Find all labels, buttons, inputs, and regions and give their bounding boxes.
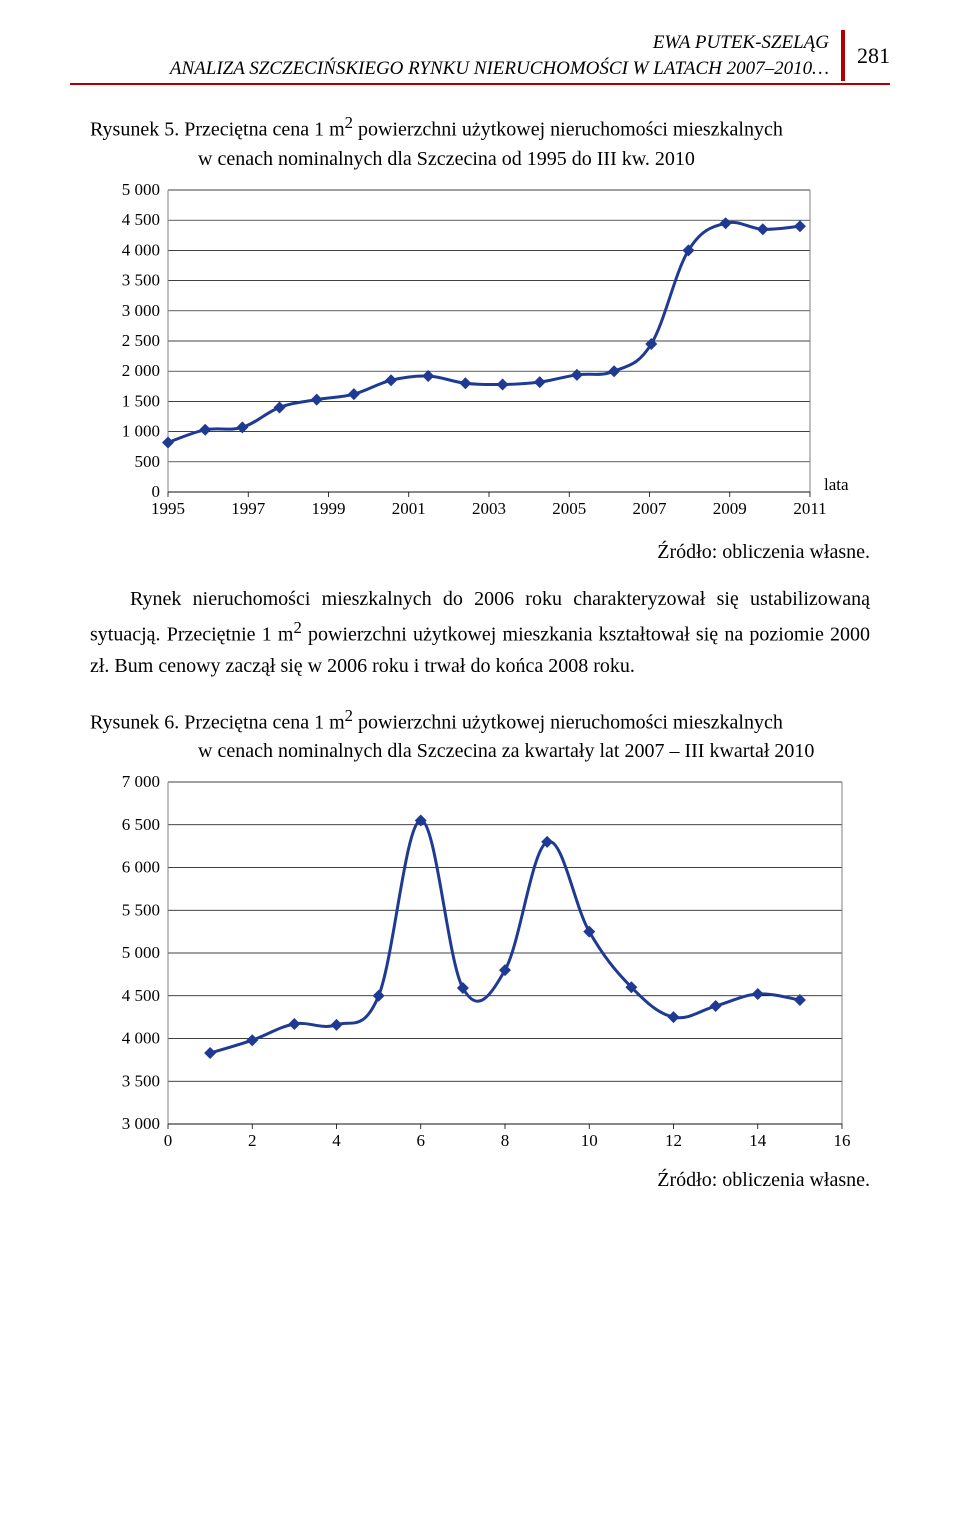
svg-text:8: 8 bbox=[501, 1131, 510, 1150]
svg-text:5 000: 5 000 bbox=[122, 182, 160, 199]
figure6-label-a: Rysunek 6. Przeciętna cena 1 m bbox=[90, 711, 345, 733]
svg-text:4 500: 4 500 bbox=[122, 210, 160, 229]
svg-text:2007: 2007 bbox=[633, 499, 668, 518]
figure5-label-a: Rysunek 5. Przeciętna cena 1 m bbox=[90, 119, 345, 141]
svg-text:1 500: 1 500 bbox=[122, 391, 160, 410]
figure6-label-line2: w cenach nominalnych dla Szczecina za kw… bbox=[90, 737, 870, 766]
svg-text:12: 12 bbox=[665, 1131, 682, 1150]
svg-text:1995: 1995 bbox=[151, 499, 185, 518]
svg-text:2: 2 bbox=[248, 1131, 257, 1150]
para-sup: 2 bbox=[293, 618, 301, 637]
figure5-source: Źródło: obliczenia własne. bbox=[90, 541, 870, 564]
svg-text:1997: 1997 bbox=[231, 499, 266, 518]
page-number: 281 bbox=[857, 43, 890, 69]
svg-text:3 000: 3 000 bbox=[122, 301, 160, 320]
figure5-chart: 05001 0001 5002 0002 5003 0003 5004 0004… bbox=[100, 182, 860, 527]
figure6-sup: 2 bbox=[345, 706, 353, 725]
svg-text:0: 0 bbox=[164, 1131, 173, 1150]
chart1-svg: 05001 0001 5002 0002 5003 0003 5004 0004… bbox=[100, 182, 860, 522]
page-header: EWA PUTEK-SZELĄG ANALIZA SZCZECIŃSKIEGO … bbox=[70, 30, 890, 85]
svg-text:3 500: 3 500 bbox=[122, 1072, 160, 1091]
svg-text:2009: 2009 bbox=[713, 499, 747, 518]
figure6-label-b: powierzchni użytkowej nieruchomości mies… bbox=[353, 711, 783, 733]
svg-text:2003: 2003 bbox=[472, 499, 506, 518]
figure5-sup: 2 bbox=[345, 113, 353, 132]
figure6-caption: Rysunek 6. Przeciętna cena 1 m2 powierzc… bbox=[90, 704, 870, 767]
svg-text:3 500: 3 500 bbox=[122, 271, 160, 290]
svg-text:6: 6 bbox=[417, 1131, 426, 1150]
svg-text:10: 10 bbox=[581, 1131, 598, 1150]
figure5-label-b: powierzchni użytkowej nieruchomości mies… bbox=[353, 119, 783, 141]
svg-text:500: 500 bbox=[135, 452, 161, 471]
svg-text:1 000: 1 000 bbox=[122, 422, 160, 441]
svg-text:lata: lata bbox=[824, 475, 849, 494]
figure5-label-line2: w cenach nominalnych dla Szczecina od 19… bbox=[90, 145, 870, 174]
chart2-svg: 3 000 3 500 4 000 4 500 5 000 5 500 6 000 6 500… bbox=[100, 774, 860, 1154]
svg-text:2001: 2001 bbox=[392, 499, 426, 518]
header-inner: EWA PUTEK-SZELĄG ANALIZA SZCZECIŃSKIEGO … bbox=[170, 30, 845, 81]
svg-text:4 500: 4 500 bbox=[122, 986, 160, 1005]
svg-text:6 000: 6 000 bbox=[122, 858, 160, 877]
svg-text:4: 4 bbox=[332, 1131, 341, 1150]
svg-text:7 000: 7 000 bbox=[122, 774, 160, 791]
svg-text:3 000: 3 000 bbox=[122, 1114, 160, 1133]
svg-text:5 500: 5 500 bbox=[122, 901, 160, 920]
figure6-source: Źródło: obliczenia własne. bbox=[90, 1169, 870, 1192]
header-title: ANALIZA SZCZECIŃSKIEGO RYNKU NIERUCHOMOŚ… bbox=[170, 56, 829, 82]
figure6-chart: 3 000 3 500 4 000 4 500 5 000 5 500 6 000 6 500… bbox=[100, 774, 860, 1159]
author-name: EWA PUTEK-SZELĄG bbox=[170, 30, 829, 56]
svg-text:2011: 2011 bbox=[793, 499, 826, 518]
svg-text:4 000: 4 000 bbox=[122, 1029, 160, 1048]
svg-text:6 500: 6 500 bbox=[122, 815, 160, 834]
svg-text:2005: 2005 bbox=[552, 499, 586, 518]
svg-text:16: 16 bbox=[834, 1131, 851, 1150]
svg-text:14: 14 bbox=[749, 1131, 767, 1150]
svg-text:2 000: 2 000 bbox=[122, 361, 160, 380]
svg-text:1999: 1999 bbox=[312, 499, 346, 518]
svg-text:4 000: 4 000 bbox=[122, 240, 160, 259]
figure5-caption: Rysunek 5. Przeciętna cena 1 m2 powierzc… bbox=[90, 111, 870, 174]
svg-text:2 500: 2 500 bbox=[122, 331, 160, 350]
svg-text:5 000: 5 000 bbox=[122, 943, 160, 962]
body-paragraph: Rynek nieruchomości mieszkalnych do 2006… bbox=[90, 584, 870, 682]
